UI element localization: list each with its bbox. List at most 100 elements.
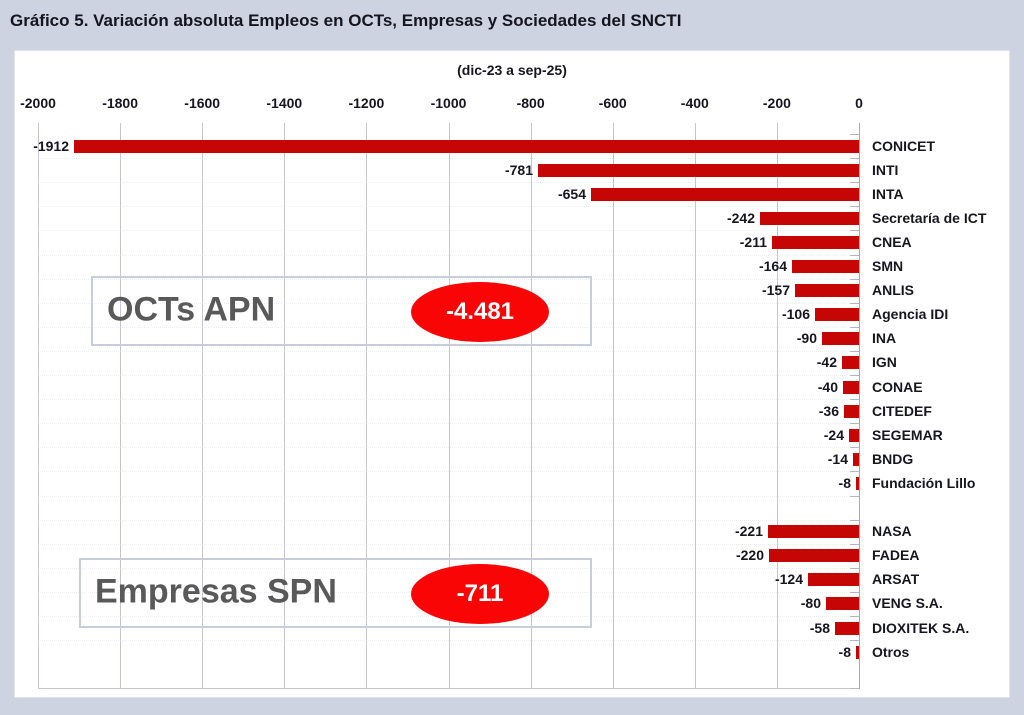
row-separator	[38, 254, 859, 256]
category-axis-tick	[850, 447, 859, 449]
bar-category-label: BNDG	[872, 450, 914, 467]
bar-value-label: -124	[774, 571, 803, 588]
x-axis-tick-label: -1600	[184, 95, 221, 111]
category-axis-tick	[850, 688, 859, 690]
row-separator	[38, 278, 859, 280]
gridline	[120, 123, 122, 689]
category-axis-tick	[850, 495, 859, 497]
gridline	[366, 123, 368, 689]
bar	[842, 356, 859, 370]
bar-category-label: Secretaría de ICT	[872, 209, 987, 226]
category-axis-tick	[850, 206, 859, 208]
bar	[815, 308, 859, 322]
category-axis-tick	[850, 519, 859, 521]
bar-category-label: IGN	[872, 354, 897, 371]
plot-bottom-line	[38, 688, 859, 690]
row-separator	[38, 230, 859, 232]
category-axis-tick	[850, 278, 859, 280]
bar	[74, 139, 859, 153]
row-separator	[38, 182, 859, 184]
bar-value-label: -90	[796, 330, 817, 347]
row-separator	[38, 158, 859, 160]
x-axis-tick-label: -2000	[20, 95, 56, 111]
bar-value-label: -8	[838, 474, 851, 491]
bar	[769, 549, 859, 563]
row-separator	[38, 519, 859, 521]
gridline	[694, 123, 696, 689]
x-axis-tick-label: -600	[598, 95, 627, 111]
category-axis-tick	[850, 134, 859, 135]
bar	[795, 284, 859, 298]
bar-category-label: CITEDEF	[872, 402, 932, 419]
category-axis-tick	[850, 375, 859, 376]
bar	[826, 597, 859, 611]
bar	[822, 332, 859, 346]
bar	[792, 260, 859, 273]
bar-category-label: ARSAT	[872, 571, 920, 588]
category-axis-tick	[850, 399, 859, 401]
bar	[808, 573, 859, 587]
group-box-octs-apn: OCTs APN -4.481	[91, 276, 592, 346]
category-axis-tick	[850, 616, 859, 617]
bar-category-label: DIOXITEK S.A.	[872, 619, 970, 636]
category-axis-tick	[850, 640, 859, 642]
gridline	[284, 123, 286, 689]
bar	[843, 380, 859, 394]
bar	[853, 452, 859, 466]
gridline	[776, 123, 778, 689]
bar	[760, 211, 859, 225]
bar-value-label: -40	[817, 378, 838, 395]
bar-category-label: SEGEMAR	[872, 426, 943, 443]
row-separator	[38, 399, 859, 401]
bar-value-label: -42	[816, 354, 837, 371]
bar-value-label: -157	[761, 282, 790, 299]
bar	[856, 476, 859, 490]
bar-value-label: -221	[734, 523, 763, 540]
bar-category-label: VENG S.A.	[872, 595, 943, 612]
bar-value-label: -58	[809, 619, 830, 636]
chart-subtitle: (dic-23 a sep-25)	[457, 62, 567, 78]
category-axis-tick	[850, 567, 859, 569]
bar-category-label: FADEA	[872, 547, 920, 564]
bar-value-label: -211	[739, 233, 767, 250]
bar-category-label: INA	[872, 330, 897, 347]
category-axis-tick	[850, 591, 859, 593]
x-axis-tick-label: -200	[762, 95, 791, 111]
category-axis-tick	[850, 471, 859, 473]
chart-title: Gráfico 5. Variación absoluta Empleos en…	[10, 11, 682, 30]
group-label-empresas-spn: Empresas SPN	[95, 572, 337, 611]
bar-value-label: -36	[818, 402, 839, 419]
gridline	[530, 123, 532, 689]
x-axis-tick-label: -1000	[430, 95, 467, 111]
bar-value-label: -24	[823, 426, 844, 443]
total-badge-octs-apn: -4.481	[411, 282, 549, 342]
category-axis-tick	[850, 543, 859, 545]
bar-category-label: Otros	[872, 643, 910, 660]
bar	[835, 621, 859, 635]
bar-category-label: Agencia IDI	[872, 306, 949, 323]
bar-value-label: -1912	[33, 137, 69, 154]
bar-category-label: INTI	[872, 161, 899, 178]
bar-value-label: -654	[557, 185, 586, 202]
group-label-octs-apn: OCTs APN	[107, 290, 276, 329]
x-axis-tick-label: -400	[680, 95, 709, 111]
gridline	[38, 123, 39, 689]
row-separator	[38, 375, 859, 376]
x-axis-tick-label: -800	[516, 95, 545, 111]
bar-category-label: SMN	[872, 258, 904, 274]
row-separator	[38, 640, 859, 642]
bar-category-label: INTA	[872, 185, 904, 202]
bar-value-label: -106	[781, 306, 810, 323]
x-axis-tick-label: -1800	[102, 95, 138, 111]
bar	[849, 428, 859, 442]
bar-value-label: -242	[726, 209, 755, 226]
category-axis-tick	[850, 230, 859, 232]
gridline	[202, 123, 204, 689]
bar-value-label: -8	[838, 643, 851, 660]
bar-category-label: Fundación Lillo	[872, 474, 976, 491]
row-separator	[38, 447, 859, 449]
bar-value-label: -781	[504, 161, 533, 178]
gridline	[612, 123, 614, 689]
bar	[768, 525, 859, 539]
row-separator	[38, 206, 859, 208]
